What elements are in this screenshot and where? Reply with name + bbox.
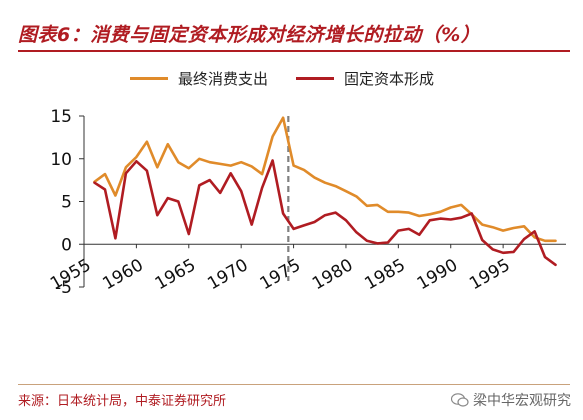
x-tick-label: 1960 (99, 255, 146, 294)
legend-swatch-consumption (130, 77, 168, 80)
x-tick-label: 1980 (309, 255, 356, 294)
legend-label-consumption: 最终消费支出 (178, 70, 269, 88)
source-divider (18, 384, 570, 385)
series-line-investment (93, 159, 557, 267)
legend-item-investment: 固定资本形成 (296, 68, 434, 89)
title-divider (18, 50, 570, 52)
y-tick-label: 5 (61, 193, 72, 213)
x-tick-label: 1995 (466, 255, 513, 294)
y-tick-label: 15 (50, 107, 72, 127)
source-note: 来源：日本统计局，中泰证券研究所 (18, 394, 227, 409)
watermark-text: 梁中华宏观研究 (473, 393, 571, 409)
y-tick-label: 10 (50, 150, 72, 170)
chart-title: 图表6：消费与固定资本形成对经济增长的拉动（%） (18, 24, 481, 46)
y-tick-label: -5 (55, 278, 72, 298)
x-tick-label: 1965 (152, 255, 199, 294)
x-tick-label: 1990 (414, 255, 461, 294)
x-tick-label: 1985 (361, 255, 408, 294)
series-layer (93, 116, 557, 267)
x-tick-label: 1975 (257, 255, 304, 294)
legend-swatch-investment (296, 77, 335, 80)
wechat-icon (451, 393, 469, 407)
legend-label-investment: 固定资本形成 (344, 70, 435, 88)
x-tick-label: 1970 (204, 255, 251, 294)
y-tick-label: 0 (61, 235, 72, 255)
watermark: 梁中华宏观研究 (451, 390, 571, 410)
series-line-consumption (93, 116, 557, 243)
legend-item-consumption: 最终消费支出 (130, 68, 268, 89)
y-tick-labels: 15 10 5 0 -5 (50, 107, 72, 298)
x-tick-labels: 1955 1960 1965 1970 1975 1980 1985 1990 1995 (47, 255, 514, 294)
legend: 最终消费支出 固定资本形成 (130, 68, 434, 89)
